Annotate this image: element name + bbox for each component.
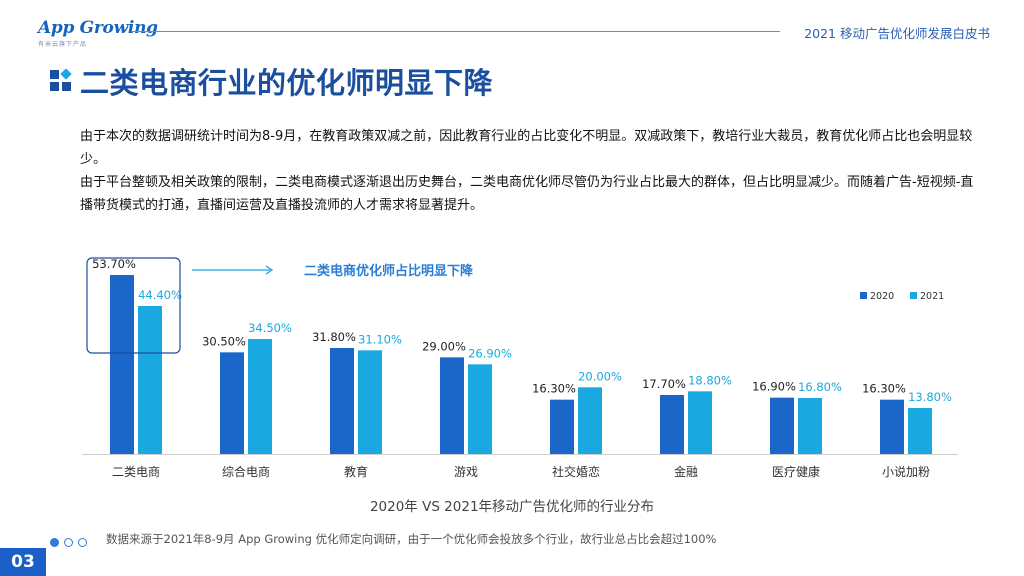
annotation-arrow-head — [265, 265, 274, 275]
bar-2020 — [880, 399, 904, 454]
legend-swatch-2021 — [910, 292, 917, 299]
page-number: 03 — [0, 548, 46, 576]
bar-2021 — [908, 408, 932, 454]
paragraph-1: 由于本次的数据调研统计时间为8-9月，在教育政策双减之前，因此教育行业的占比变化… — [80, 129, 973, 167]
data-label-2020: 17.70% — [642, 377, 686, 391]
bar-2020 — [330, 348, 354, 454]
report-title: 2021 移动广告优化师发展白皮书 — [804, 26, 990, 41]
data-label-2020: 29.00% — [422, 339, 466, 353]
data-label-2021: 31.10% — [358, 332, 402, 346]
bar-2021 — [468, 364, 492, 454]
body-text: 由于本次的数据调研统计时间为8-9月，在教育政策双减之前，因此教育行业的占比变化… — [80, 125, 980, 217]
legend-swatch-2020 — [860, 292, 867, 299]
x-tick-label: 金融 — [674, 464, 698, 479]
data-label-2021: 34.50% — [248, 321, 292, 335]
x-tick-label: 综合电商 — [222, 464, 270, 479]
bar-2020 — [770, 397, 794, 454]
bar-2021 — [688, 391, 712, 454]
source-note: 数据来源于2021年8-9月 App Growing 优化师定向调研，由于一个优… — [106, 532, 717, 546]
data-label-2021: 26.90% — [468, 346, 512, 360]
page-dot-active — [50, 538, 59, 547]
page-dot — [64, 538, 73, 547]
x-tick-label: 社交婚恋 — [552, 464, 600, 479]
data-label-2020: 16.90% — [752, 380, 796, 394]
chart-title: 2020年 VS 2021年移动广告优化师的行业分布 — [370, 499, 654, 515]
x-tick-label: 游戏 — [454, 465, 478, 479]
data-label-2020: 16.30% — [532, 382, 576, 396]
data-label-2020: 31.80% — [312, 330, 356, 344]
app-growing-logo: App Growing 有米云旗下产品 — [38, 18, 158, 48]
bar-2020 — [660, 395, 684, 454]
data-label-2020: 16.30% — [862, 382, 906, 396]
bar-2021 — [578, 387, 602, 454]
x-tick-label: 小说加粉 — [882, 464, 930, 479]
data-label-2021: 20.00% — [578, 369, 622, 383]
data-label-2021: 13.80% — [908, 390, 952, 404]
bar-2021 — [248, 339, 272, 454]
bar-2020 — [440, 357, 464, 454]
bar-2021 — [138, 306, 162, 454]
bar-2021 — [798, 398, 822, 454]
data-label-2021: 16.80% — [798, 380, 842, 394]
logo-text: App Growing — [38, 18, 158, 38]
legend-label-2020: 2020 — [870, 291, 894, 302]
grid-squares-icon — [50, 68, 72, 92]
bar-2020 — [550, 399, 574, 454]
highlight-box — [86, 257, 181, 354]
x-tick-label: 教育 — [344, 464, 368, 479]
data-label-2020: 30.50% — [202, 334, 246, 348]
paragraph-2: 由于平台整顿及相关政策的限制，二类电商模式逐渐退出历史舞台，二类电商优化师尽管仍… — [80, 175, 974, 213]
data-label-2021: 18.80% — [688, 373, 732, 387]
page-dot — [78, 538, 87, 547]
legend-label-2021: 2021 — [920, 291, 944, 302]
header-divider — [132, 31, 780, 32]
pagination-dots — [50, 532, 92, 551]
page-title: 二类电商行业的优化师明显下降 — [80, 66, 494, 100]
bar-2020 — [220, 352, 244, 454]
x-tick-label: 二类电商 — [112, 464, 160, 479]
x-tick-label: 医疗健康 — [772, 464, 820, 479]
annotation-text: 二类电商优化师占比明显下降 — [304, 263, 474, 279]
bar-2020 — [110, 275, 134, 454]
data-label-2021: 44.40% — [138, 288, 182, 302]
logo-subtext: 有米云旗下产品 — [38, 41, 88, 48]
data-label-2020: 53.70% — [92, 257, 136, 271]
bar-2021 — [358, 350, 382, 454]
